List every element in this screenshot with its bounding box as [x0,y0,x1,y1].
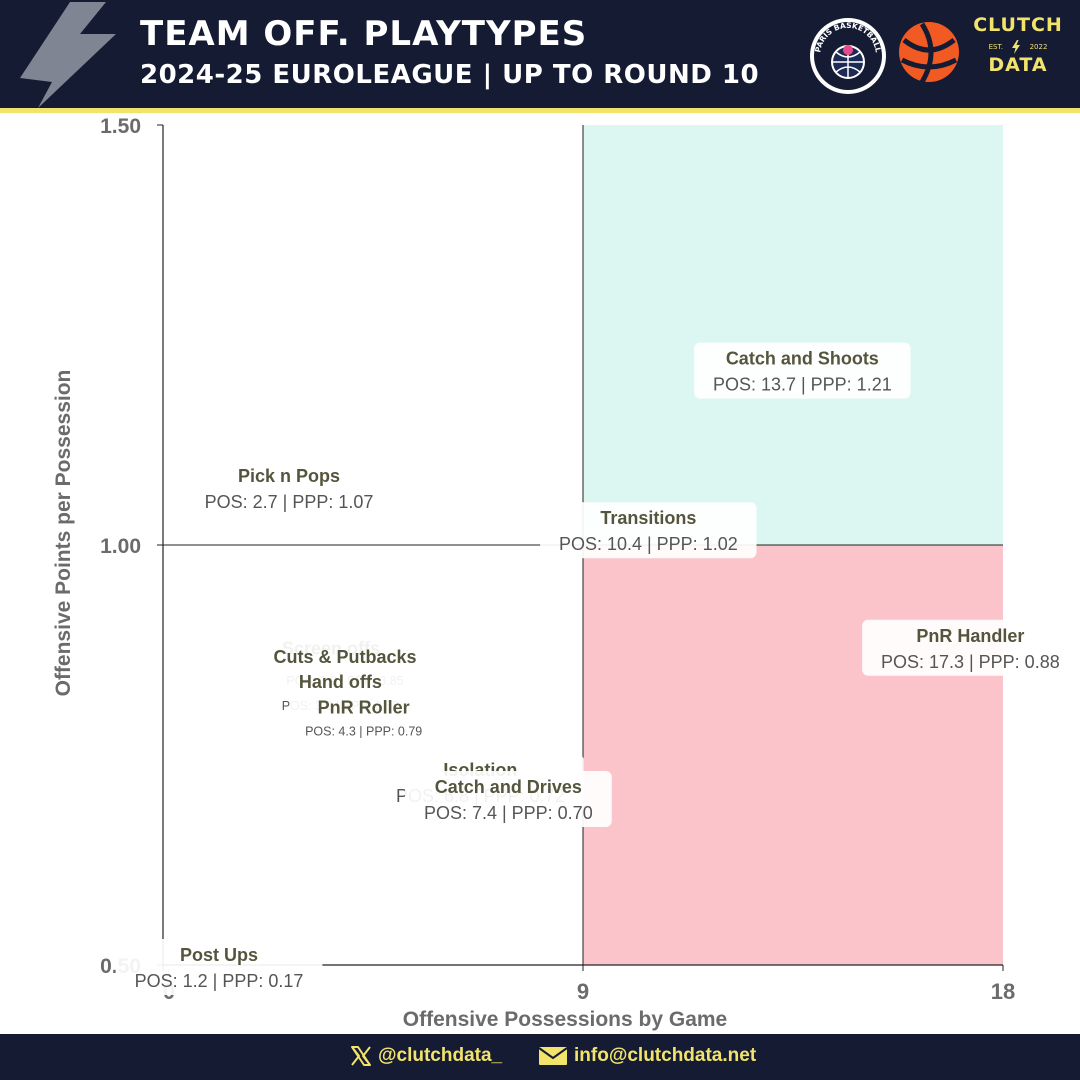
y-tick-label: 1.50 [100,115,141,138]
data-label-background [540,502,757,559]
data-label-background [404,771,612,827]
data-point-detail: POS: 13.7 | PPP: 1.21 [713,375,892,395]
brand-est-text: EST. [988,43,1004,51]
data-point-name: PnR Handler [916,626,1024,646]
data-label-background [115,939,323,995]
data-point-name: Pick n Pops [238,466,340,486]
data-point-name: PnR Roller [318,697,410,717]
data-point-name: Catch and Shoots [726,349,879,369]
y-axis-title: Offensive Points per Possession [52,370,75,697]
data-point-detail: POS: 17.3 | PPP: 0.88 [881,652,1060,672]
twitter-handle: @clutchdata_ [378,1045,503,1066]
data-point-detail: POS: 10.4 | PPP: 1.02 [559,534,738,554]
header-accent-stripe [0,108,1080,113]
email-icon [538,1047,568,1065]
data-label-background [694,342,911,399]
quadrant-high-volume-high-efficiency [583,125,1003,545]
data-label-background [289,691,438,736]
email-address: info@clutchdata.net [574,1045,757,1066]
page-subtitle: 2024-25 EUROLEAGUE | UP TO ROUND 10 [140,60,760,90]
page-title: TEAM OFF. PLAYTYPES [140,14,588,54]
footer-twitter[interactable]: @clutchdata_ [350,1045,502,1067]
brand-top-text: CLUTCH [973,14,1063,36]
x-axis-title: Offensive Possessions by Game [403,1008,727,1031]
data-point-detail: POS: 1.2 | PPP: 0.17 [135,971,304,991]
x-tick-label: 18 [991,979,1015,1004]
playtype-scatter-chart: 0.501.001.500918Offensive Possessions by… [52,115,1079,1031]
data-point-name: Catch and Drives [435,777,582,797]
x-tick-label: 9 [577,979,589,1004]
paris-basketball-logo: PARIS BASKETBALL [810,18,886,94]
footer-bar: @clutchdata_ info@clutchdata.net [0,1034,1080,1080]
footer-email[interactable]: info@clutchdata.net [538,1045,756,1067]
data-point-name: Post Ups [180,945,258,965]
data-point-name: Transitions [600,508,696,528]
y-tick-label: 1.00 [100,535,141,558]
euroleague-logo [899,22,959,84]
data-label-background [185,460,393,517]
data-point-detail: POS: 7.4 | PPP: 0.70 [424,803,593,823]
small-bolt-icon [1012,40,1021,54]
lightning-bolt-icon [20,2,116,108]
clutch-data-logo: CLUTCH EST. 2022 DATA [968,14,1068,94]
brand-bottom-text: DATA [988,54,1048,76]
x-twitter-icon [351,1046,371,1066]
data-point-name: Hand offs [299,672,382,692]
header-bar: TEAM OFF. PLAYTYPES 2024-25 EUROLEAGUE |… [0,0,1080,108]
data-point-detail: POS: 4.3 | PPP: 0.79 [305,724,422,738]
data-point-name: Cuts & Putbacks [273,647,416,667]
data-point-detail: POS: 2.7 | PPP: 1.07 [205,492,374,512]
data-label-background [862,619,1079,676]
brand-year-text: 2022 [1029,43,1048,51]
quadrant-high-volume-low-efficiency [583,545,1003,965]
